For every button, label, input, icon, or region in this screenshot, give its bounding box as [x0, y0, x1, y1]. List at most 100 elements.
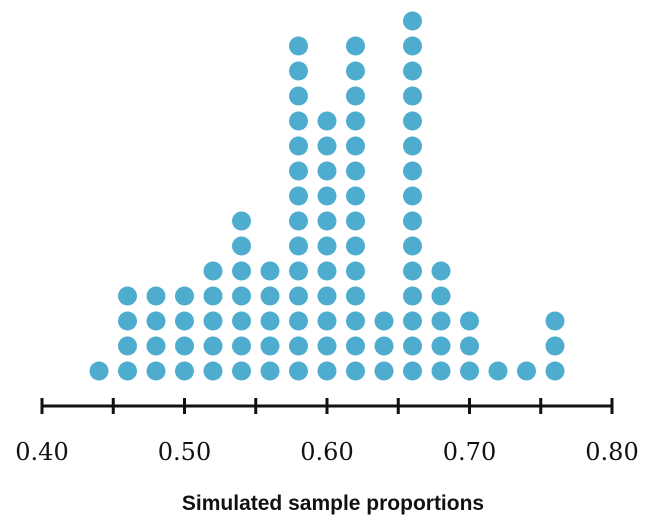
dot-0.76-3 — [545, 311, 565, 331]
dot-0.58-4 — [289, 286, 308, 306]
dot-0.62-8 — [346, 186, 365, 206]
dot-0.52-4 — [203, 286, 223, 306]
dot-0.60-4 — [317, 286, 337, 306]
dot-0.58-1 — [289, 361, 308, 381]
dot-0.50-1 — [175, 361, 194, 381]
dot-0.58-6 — [289, 236, 308, 256]
dot-0.56-4 — [260, 286, 280, 306]
dot-0.58-11 — [289, 111, 308, 131]
dot-0.52-2 — [203, 336, 223, 356]
dot-0.66-9 — [403, 161, 422, 181]
dot-0.50-4 — [175, 286, 194, 306]
dot-0.62-2 — [346, 336, 365, 356]
dot-0.66-1 — [403, 361, 422, 381]
dot-0.62-1 — [346, 361, 365, 381]
dot-0.54-3 — [232, 311, 251, 331]
dot-0.54-2 — [232, 336, 251, 356]
dot-0.60-1 — [317, 361, 337, 381]
x-tick-label-2: 0.60 — [300, 438, 353, 466]
dot-0.58-10 — [289, 136, 308, 156]
dot-0.62-9 — [346, 161, 365, 181]
dot-0.58-7 — [289, 211, 308, 231]
dot-0.50-2 — [175, 336, 194, 356]
dot-0.56-3 — [260, 311, 280, 331]
dot-0.60-3 — [317, 311, 337, 331]
dot-0.46-1 — [118, 361, 137, 381]
dot-0.46-3 — [118, 311, 137, 331]
dot-0.66-12 — [403, 86, 422, 106]
dot-0.62-11 — [346, 111, 365, 131]
dot-0.62-5 — [346, 261, 365, 281]
x-axis-ticks — [40, 398, 614, 414]
x-tick-label-3: 0.70 — [443, 438, 496, 466]
dot-0.66-15 — [403, 11, 422, 31]
dot-0.58-8 — [289, 186, 308, 206]
dot-0.54-4 — [232, 286, 251, 306]
dot-0.62-3 — [346, 311, 365, 331]
dot-0.66-3 — [403, 311, 422, 331]
dot-0.48-3 — [146, 311, 166, 331]
dot-0.52-5 — [203, 261, 223, 281]
dot-0.64-2 — [374, 336, 394, 356]
dot-0.62-10 — [346, 136, 365, 156]
dot-0.62-13 — [346, 61, 365, 81]
dot-0.62-14 — [346, 36, 365, 56]
dot-0.56-2 — [260, 336, 280, 356]
dot-0.60-6 — [317, 236, 337, 256]
dot-0.60-10 — [317, 136, 337, 156]
dot-0.58-13 — [289, 61, 308, 81]
dot-0.58-3 — [289, 311, 308, 331]
dot-0.66-10 — [403, 136, 422, 156]
dot-0.60-2 — [317, 336, 337, 356]
dot-0.68-4 — [431, 286, 451, 306]
dot-0.52-3 — [203, 311, 223, 331]
dot-0.66-7 — [403, 211, 422, 231]
dot-0.58-14 — [289, 36, 308, 56]
x-axis-tick-labels: 0.40 0.50 0.60 0.70 0.80 — [15, 438, 638, 466]
dot-0.68-2 — [431, 336, 451, 356]
dot-0.68-3 — [431, 311, 451, 331]
dot-0.68-1 — [431, 361, 451, 381]
x-tick-label-4: 0.80 — [585, 438, 638, 466]
dot-0.70-2 — [460, 336, 479, 356]
x-tick-label-1: 0.50 — [158, 438, 211, 466]
dots-layer — [89, 11, 565, 381]
dot-0.62-4 — [346, 286, 365, 306]
dot-0.66-14 — [403, 36, 422, 56]
dot-0.48-4 — [146, 286, 166, 306]
dot-0.62-6 — [346, 236, 365, 256]
dot-0.58-2 — [289, 336, 308, 356]
dot-0.76-2 — [545, 336, 565, 356]
dot-0.60-8 — [317, 186, 337, 206]
dot-0.72-1 — [488, 361, 508, 381]
dot-0.66-2 — [403, 336, 422, 356]
dot-0.44-1 — [89, 361, 109, 381]
dot-0.56-5 — [260, 261, 280, 281]
dot-0.68-5 — [431, 261, 451, 281]
dot-0.66-8 — [403, 186, 422, 206]
dot-0.64-3 — [374, 311, 394, 331]
dot-0.58-5 — [289, 261, 308, 281]
x-axis-title: Simulated sample proportions — [182, 492, 484, 515]
x-tick-label-0: 0.40 — [15, 438, 68, 466]
dot-0.66-13 — [403, 61, 422, 81]
dot-0.52-1 — [203, 361, 223, 381]
x-axis: 0.40 0.50 0.60 0.70 0.80 — [15, 398, 639, 466]
dot-0.60-11 — [317, 111, 337, 131]
dot-0.46-4 — [118, 286, 137, 306]
dot-0.58-12 — [289, 86, 308, 106]
dot-0.60-5 — [317, 261, 337, 281]
dot-0.76-1 — [545, 361, 565, 381]
dot-0.66-6 — [403, 236, 422, 256]
dot-0.62-7 — [346, 211, 365, 231]
dot-0.74-1 — [517, 361, 536, 381]
dot-0.60-7 — [317, 211, 337, 231]
dot-0.48-2 — [146, 336, 166, 356]
dot-0.46-2 — [118, 336, 137, 356]
dot-0.56-1 — [260, 361, 280, 381]
dot-0.62-12 — [346, 86, 365, 106]
dot-0.48-1 — [146, 361, 166, 381]
dot-0.66-5 — [403, 261, 422, 281]
dot-0.54-5 — [232, 261, 251, 281]
